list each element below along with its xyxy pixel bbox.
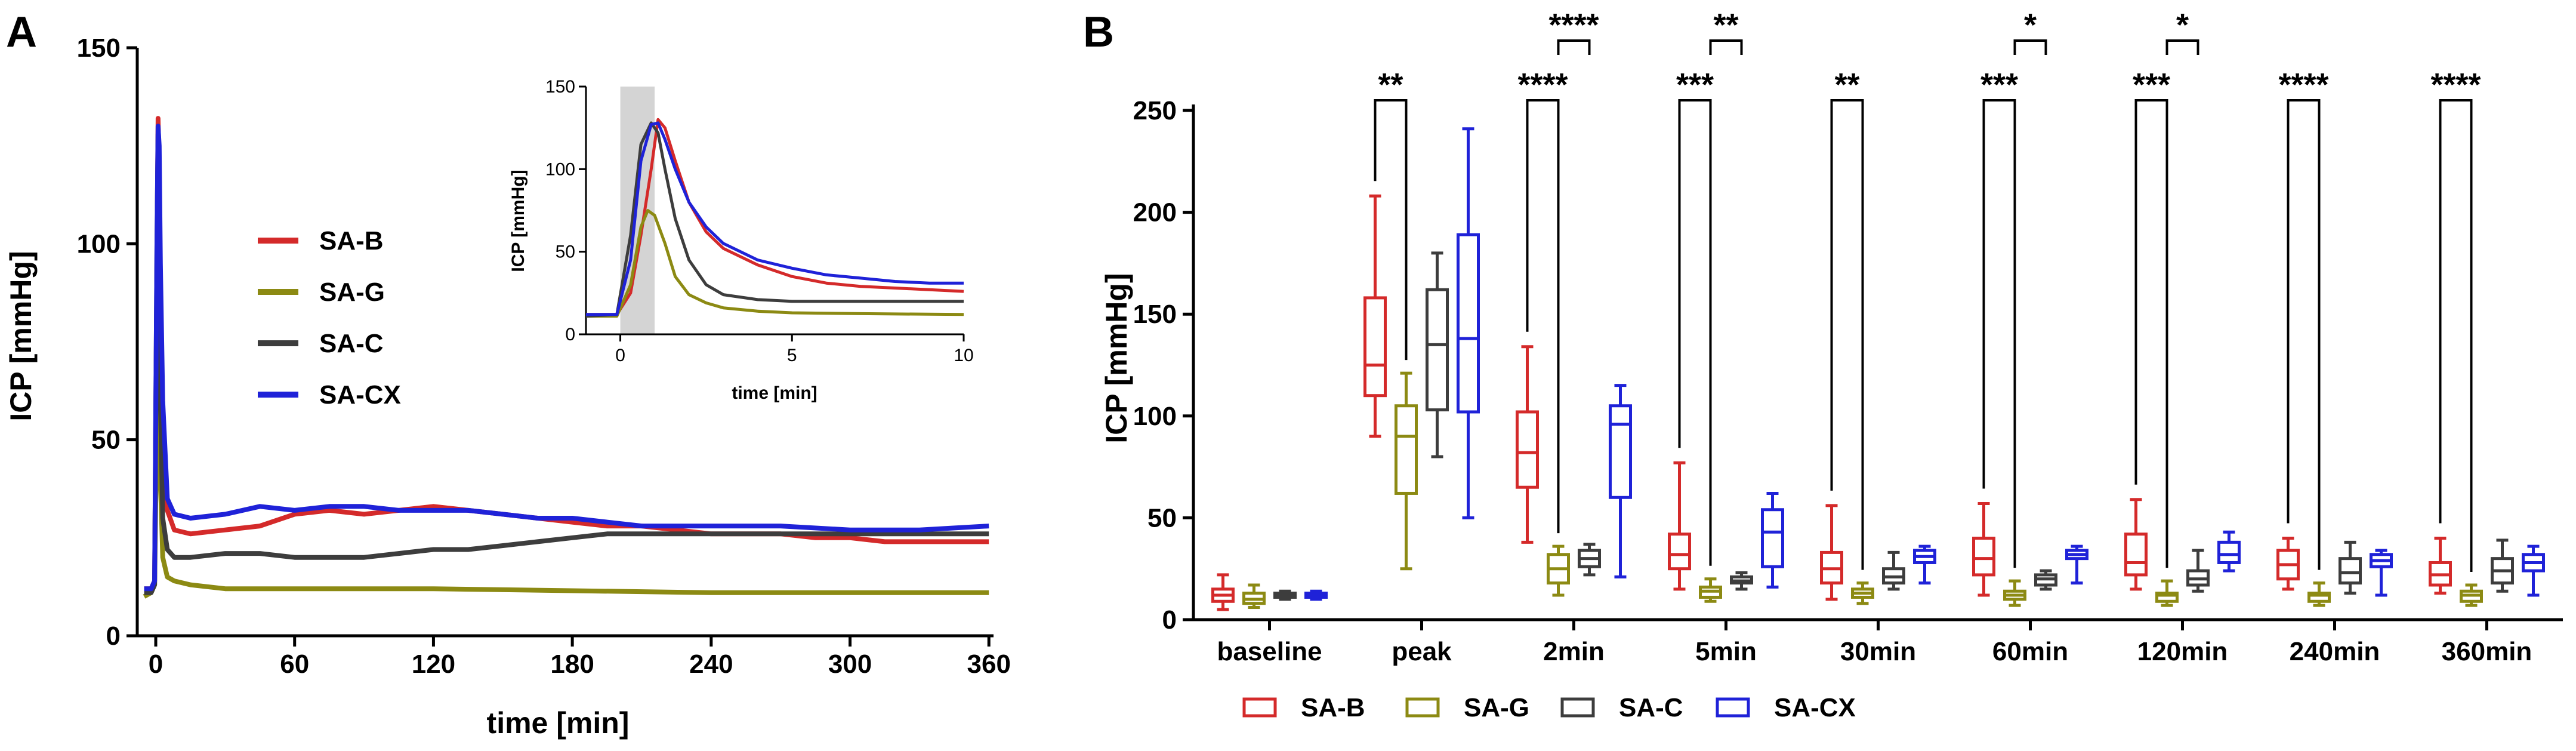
b-significance-stars: ** xyxy=(1713,7,1738,43)
b-significance-stars: **** xyxy=(2278,67,2328,103)
a-main-xtick-label: 0 xyxy=(149,650,163,679)
b-box-sa-c xyxy=(1426,288,1449,412)
b-category-label: 2min xyxy=(1543,637,1605,666)
b-box-sa-b xyxy=(1363,296,1387,398)
b-category-label: 60min xyxy=(1992,637,2068,666)
b-significance-stars: * xyxy=(2024,7,2037,43)
b-category-label: 5min xyxy=(1695,637,1757,666)
b-ytick-label: 0 xyxy=(1162,605,1177,635)
a-main-ylabel: ICP [mmHg] xyxy=(4,251,38,421)
b-box-sa-b xyxy=(1972,537,1995,577)
b-significance-bracket xyxy=(1557,39,1591,55)
a-main-series-sa-g xyxy=(143,347,989,599)
b-significance-stars: *** xyxy=(1676,67,1714,103)
a-main-xtick-label: 60 xyxy=(280,650,309,679)
a-inset-xtick-label: 10 xyxy=(954,346,973,365)
b-category-label: 120min xyxy=(2137,637,2228,666)
b-category-label: peak xyxy=(1392,637,1452,666)
a-legend-label-sa-g: SA-G xyxy=(319,278,385,307)
b-significance-bracket xyxy=(2134,99,2168,568)
b-legend-swatch-sa-b xyxy=(1242,697,1277,718)
a-legend-label-sa-b: SA-B xyxy=(319,226,384,256)
a-inset-ytick-label: 100 xyxy=(545,159,575,179)
a-inset-ytick-label: 50 xyxy=(556,242,575,262)
a-inset-xtick-label: 5 xyxy=(787,346,797,365)
b-legend-swatch-sa-c xyxy=(1560,697,1595,718)
panel-a-inset-chart: 0 50 100 150 0 5 10 xyxy=(545,77,974,365)
b-significance-stars: **** xyxy=(2430,67,2481,103)
b-ylabel: ICP [mmHg] xyxy=(1100,273,1133,443)
b-significance-stars: * xyxy=(2176,7,2189,43)
b-box-sa-cx xyxy=(2217,540,2241,564)
b-box-sa-c xyxy=(2339,557,2362,585)
b-box-sa-cx xyxy=(1761,508,1784,568)
b-category-label: 30min xyxy=(1840,637,1916,666)
b-significance-bracket xyxy=(1374,99,1408,361)
b-box-sa-b xyxy=(1668,533,1691,571)
a-main-xtick-label: 360 xyxy=(967,650,1011,679)
b-significance-stars: **** xyxy=(1548,7,1599,43)
a-legend-label-sa-cx: SA-CX xyxy=(319,380,401,410)
b-significance-stars: ** xyxy=(1834,67,1859,103)
b-ytick-label: 250 xyxy=(1133,96,1177,125)
b-significance-stars: *** xyxy=(2133,67,2170,103)
a-main-ytick-label: 100 xyxy=(77,229,121,258)
b-significance-bracket xyxy=(2013,39,2047,55)
a-main-xtick-label: 240 xyxy=(689,650,733,679)
b-significance-bracket xyxy=(1982,99,2016,568)
b-legend-label-sa-g: SA-G xyxy=(1464,693,1529,722)
a-main-xtick-label: 180 xyxy=(550,650,594,679)
b-box-sa-g xyxy=(1395,404,1418,495)
b-significance-bracket xyxy=(2439,99,2473,572)
a-inset-ytick-label: 150 xyxy=(545,77,575,97)
b-box-sa-b xyxy=(1516,410,1539,489)
a-main-xtick-label: 300 xyxy=(828,650,872,679)
b-significance-bracket xyxy=(1830,99,1864,570)
a-main-xtick-label: 120 xyxy=(412,650,455,679)
b-box-sa-cx xyxy=(1609,404,1632,499)
panel-label-b: B xyxy=(1083,8,1114,56)
b-legend-swatch-sa-g xyxy=(1405,697,1440,718)
a-main-ytick-label: 0 xyxy=(106,621,121,651)
a-legend: SA-B SA-G SA-C SA-CX xyxy=(258,226,401,410)
b-significance-bracket xyxy=(1526,99,1560,534)
a-inset-series-sa-cx xyxy=(586,121,964,316)
a-inset-series-sa-c xyxy=(585,121,964,318)
b-significance-bracket xyxy=(2287,99,2321,570)
b-significance-bracket xyxy=(2165,39,2199,55)
b-category-label: baseline xyxy=(1217,637,1322,666)
b-legend-label-sa-cx: SA-CX xyxy=(1774,693,1856,722)
a-main-ytick-label: 50 xyxy=(91,426,121,455)
b-ytick-label: 150 xyxy=(1133,300,1177,329)
b-legend-swatch-sa-cx xyxy=(1716,697,1750,718)
b-significance-stars: *** xyxy=(1980,67,2018,103)
b-ytick-label: 100 xyxy=(1133,402,1177,431)
b-box-sa-cx xyxy=(1457,233,1480,414)
a-inset-series-sa-g xyxy=(586,209,964,318)
b-significance-bracket xyxy=(1678,99,1712,566)
a-inset-xlabel: time [min] xyxy=(732,383,817,403)
a-inset-ylabel: ICP [mmHg] xyxy=(508,170,528,272)
b-category-label: 360min xyxy=(2442,637,2532,666)
a-inset-ytick-label: 0 xyxy=(565,325,575,344)
a-inset-xtick-label: 0 xyxy=(615,346,625,365)
b-box-sa-b xyxy=(2124,533,2148,577)
b-significance-stars: **** xyxy=(1517,67,1568,103)
b-significance-bracket xyxy=(1709,39,1743,55)
b-legend: SA-B SA-G SA-C SA-CX xyxy=(1242,693,1856,722)
panel-label-a: A xyxy=(6,8,37,56)
a-main-ytick-label: 150 xyxy=(77,33,121,63)
a-main-xlabel: time [min] xyxy=(487,706,630,740)
b-ytick-label: 200 xyxy=(1133,198,1177,227)
b-category-label: 240min xyxy=(2290,637,2380,666)
b-legend-label-sa-c: SA-C xyxy=(1619,693,1683,722)
b-legend-label-sa-b: SA-B xyxy=(1301,693,1365,722)
b-significance-stars: ** xyxy=(1378,67,1403,103)
panel-b-boxplot: 0 50 100 150 200 250 baseline peak 2min 5min 30min… xyxy=(1133,7,2563,666)
a-main-series-sa-cx xyxy=(144,124,989,592)
b-ytick-label: 50 xyxy=(1147,503,1177,533)
a-legend-label-sa-c: SA-C xyxy=(319,329,384,358)
